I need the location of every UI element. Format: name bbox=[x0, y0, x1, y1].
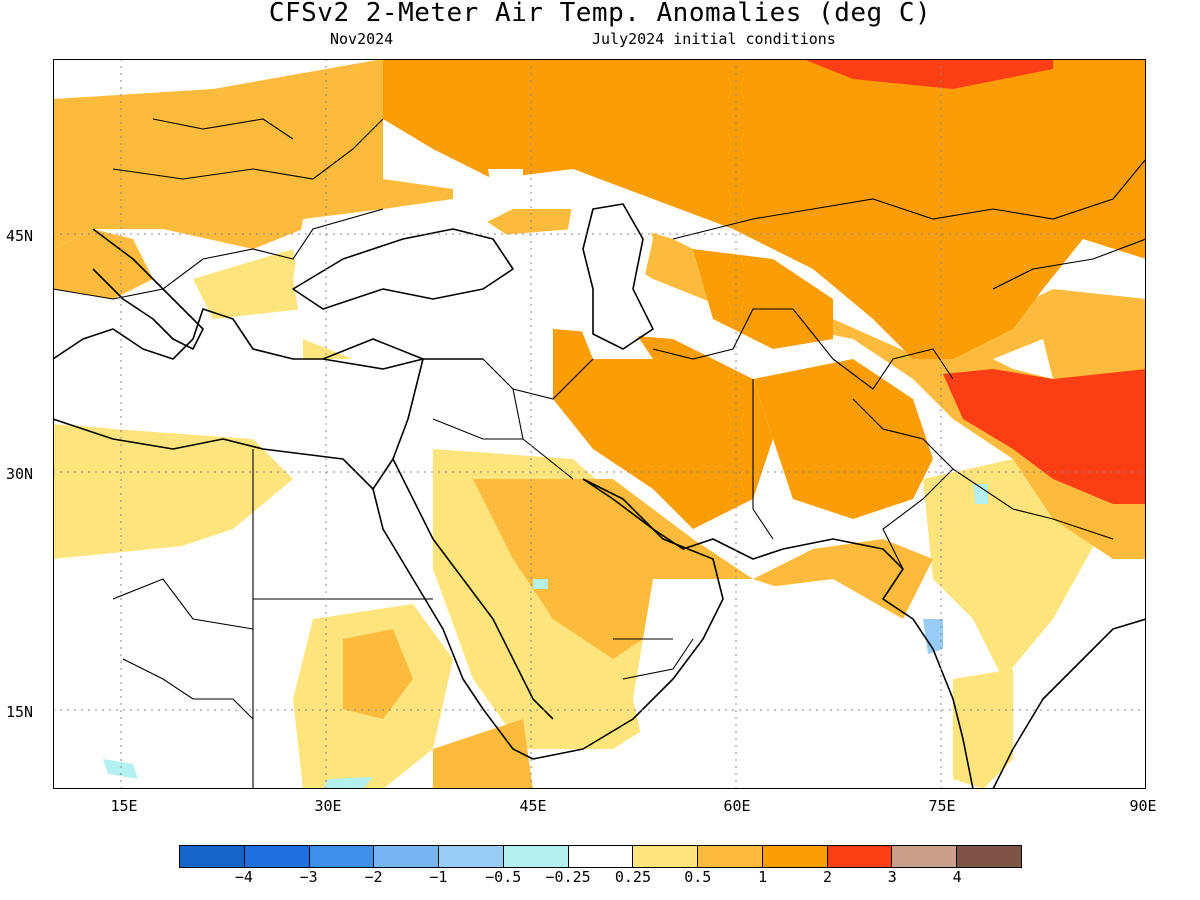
color-bar-label: −4 bbox=[234, 868, 253, 886]
anomaly-2-3 bbox=[803, 59, 1146, 504]
coastlines bbox=[53, 203, 1146, 789]
color-bar-label: 1 bbox=[758, 868, 768, 886]
color-bar-swatch bbox=[827, 846, 893, 867]
grid-lines bbox=[53, 59, 1146, 789]
color-bar-swatch bbox=[374, 846, 440, 867]
neutral-patches bbox=[53, 169, 1053, 789]
y-tick-label: 15N bbox=[6, 703, 34, 721]
y-tick-label: 30N bbox=[6, 465, 34, 483]
color-bar-swatch bbox=[309, 846, 375, 867]
anomaly-neg-0.25-0.5 bbox=[103, 484, 988, 789]
color-bar-label: 4 bbox=[952, 868, 962, 886]
y-tick-label: 45N bbox=[6, 227, 34, 245]
color-bar-label: 0.5 bbox=[684, 868, 712, 886]
chart-title: CFSv2 2-Meter Air Temp. Anomalies (deg C… bbox=[268, 0, 932, 28]
x-tick-label: 90E bbox=[1129, 797, 1157, 815]
color-bar-swatch bbox=[180, 846, 245, 867]
color-bar-label: −3 bbox=[299, 868, 318, 886]
color-bar-swatch bbox=[633, 846, 699, 867]
color-bar-swatch bbox=[439, 846, 504, 867]
anomaly-neg-0.5-1 bbox=[923, 619, 943, 654]
color-bar-swatch bbox=[698, 846, 763, 867]
x-tick-label: 15E bbox=[110, 797, 138, 815]
color-bar-label: −0.25 bbox=[545, 868, 591, 886]
color-bar bbox=[179, 845, 1022, 868]
color-bar-label: −1 bbox=[429, 868, 448, 886]
color-bar-swatch bbox=[503, 846, 569, 867]
color-bar-label: 3 bbox=[887, 868, 897, 886]
color-bar-swatch bbox=[244, 846, 310, 867]
initial-conditions: July2024 initial conditions bbox=[592, 30, 836, 48]
x-tick-label: 60E bbox=[723, 797, 751, 815]
color-bar-swatch bbox=[957, 846, 1021, 867]
color-bar-swatch bbox=[762, 846, 828, 867]
color-bar-label: 0.25 bbox=[614, 868, 651, 886]
color-bar-label: 2 bbox=[822, 868, 832, 886]
anomaly-1-2 bbox=[383, 59, 1146, 529]
color-bar-swatch bbox=[568, 846, 634, 867]
color-bar-label: −2 bbox=[364, 868, 383, 886]
x-tick-label: 75E bbox=[928, 797, 956, 815]
anomaly-map bbox=[53, 59, 1146, 789]
country-borders bbox=[53, 118, 1146, 789]
x-tick-label: 45E bbox=[519, 797, 547, 815]
forecast-month: Nov2024 bbox=[330, 30, 394, 48]
color-bar-label: −0.5 bbox=[485, 868, 522, 886]
color-bar-swatch bbox=[892, 846, 958, 867]
x-tick-label: 30E bbox=[314, 797, 342, 815]
